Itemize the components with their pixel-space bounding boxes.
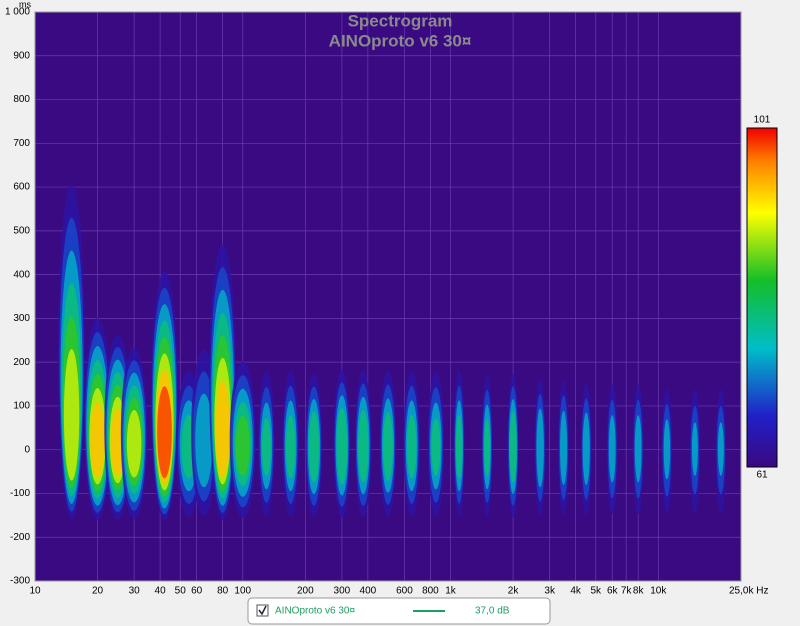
y-tick-label: 500 bbox=[13, 225, 30, 236]
spectrogram-band bbox=[215, 380, 230, 478]
spectrogram-band bbox=[261, 417, 271, 476]
x-tick-label: 400 bbox=[360, 586, 377, 597]
x-tick-label: 4k bbox=[570, 586, 582, 597]
colorbar bbox=[746, 127, 778, 468]
spectrogram-band bbox=[509, 411, 517, 483]
x-tick-label: 200 bbox=[297, 586, 314, 597]
y-tick-label: 600 bbox=[13, 182, 30, 193]
spectrogram-band bbox=[406, 415, 417, 479]
y-tick-label: -200 bbox=[10, 532, 30, 543]
y-tick-label: 1 000 bbox=[5, 7, 30, 18]
spectrogram-band bbox=[358, 409, 369, 483]
spectrogram-band bbox=[90, 402, 105, 478]
x-tick-label: 50 bbox=[175, 586, 187, 597]
y-tick-label: 700 bbox=[13, 138, 30, 149]
x-tick-label: 60 bbox=[191, 586, 203, 597]
legend bbox=[247, 597, 551, 625]
axes: 10 20 30 40 50 60 80 100 200 300 400 600 800 1k 2k 3k 4k… bbox=[5, 7, 771, 597]
spectrogram-band bbox=[235, 415, 250, 476]
spectrogram-band bbox=[126, 409, 142, 478]
spectrogram-band bbox=[608, 415, 616, 483]
spectrogram-band bbox=[634, 415, 642, 483]
colorbar-label: 61 bbox=[756, 470, 768, 481]
x-tick-label: 7k bbox=[621, 586, 633, 597]
y-tick-label: 900 bbox=[13, 50, 30, 61]
x-tick-label: 10 bbox=[29, 586, 41, 597]
spectrogram-band bbox=[560, 410, 568, 485]
y-unit: ms bbox=[19, 0, 31, 9]
y-tick-label: 200 bbox=[13, 357, 30, 368]
x-tick-label: 80 bbox=[217, 586, 229, 597]
x-tick-label: 6k bbox=[607, 586, 619, 597]
x-tick-label: 3k bbox=[544, 586, 556, 597]
x-tick-label: 100 bbox=[234, 586, 251, 597]
x-tick-label: 600 bbox=[396, 586, 413, 597]
spectrogram-band bbox=[383, 412, 393, 481]
spectrogram-band bbox=[157, 386, 172, 479]
spectrogram-band bbox=[195, 393, 213, 488]
heatmap bbox=[58, 184, 727, 521]
y-tick-label: 100 bbox=[13, 401, 30, 412]
spectrogram-band bbox=[455, 415, 463, 479]
x-tick-label: 20 bbox=[92, 586, 104, 597]
x-tick-label: 300 bbox=[334, 586, 351, 597]
x-tick-label: 8k bbox=[633, 586, 645, 597]
spectrogram-band bbox=[308, 411, 320, 483]
legend-value: 37,0 dB bbox=[475, 606, 510, 617]
spectrogram-band bbox=[431, 417, 441, 476]
x-tick-label: 10k bbox=[650, 586, 667, 597]
x-tick-label: 30 bbox=[129, 586, 141, 597]
spectrogram-band bbox=[285, 415, 296, 479]
x-tick-label: 800 bbox=[422, 586, 439, 597]
plot-frame bbox=[34, 11, 742, 582]
legend-checkbox[interactable] bbox=[256, 604, 269, 617]
spectrogram-band bbox=[717, 422, 724, 476]
check-mark bbox=[258, 605, 267, 616]
spectrogram-band bbox=[663, 419, 671, 480]
y-tick-label: -300 bbox=[10, 576, 30, 587]
x-tick-label: 25,0k Hz bbox=[729, 586, 768, 597]
y-tick-label: -100 bbox=[10, 488, 30, 499]
spectrogram-band bbox=[536, 408, 544, 488]
spectrogram-band bbox=[336, 407, 348, 485]
y-tick-label: 0 bbox=[24, 444, 30, 455]
spectrogram-band bbox=[582, 412, 590, 485]
colorbar-label: 101 bbox=[754, 115, 771, 126]
x-tick-label: 1k bbox=[445, 586, 457, 597]
legend-label: AINOproto v6 30¤ bbox=[275, 606, 355, 617]
spectrogram-band bbox=[484, 419, 491, 476]
y-tick-label: 800 bbox=[13, 94, 30, 105]
chart-title: Spectrogram bbox=[348, 11, 453, 30]
y-tick-label: 400 bbox=[13, 269, 30, 280]
y-tick-label: 300 bbox=[13, 313, 30, 324]
x-tick-label: 2k bbox=[508, 586, 520, 597]
chart-subtitle: AINOproto v6 30¤ bbox=[329, 31, 472, 50]
x-tick-label: 40 bbox=[155, 586, 167, 597]
spectrogram-band bbox=[63, 349, 80, 481]
x-tick-label: 5k bbox=[590, 586, 602, 597]
spectrogram-band bbox=[691, 422, 698, 476]
